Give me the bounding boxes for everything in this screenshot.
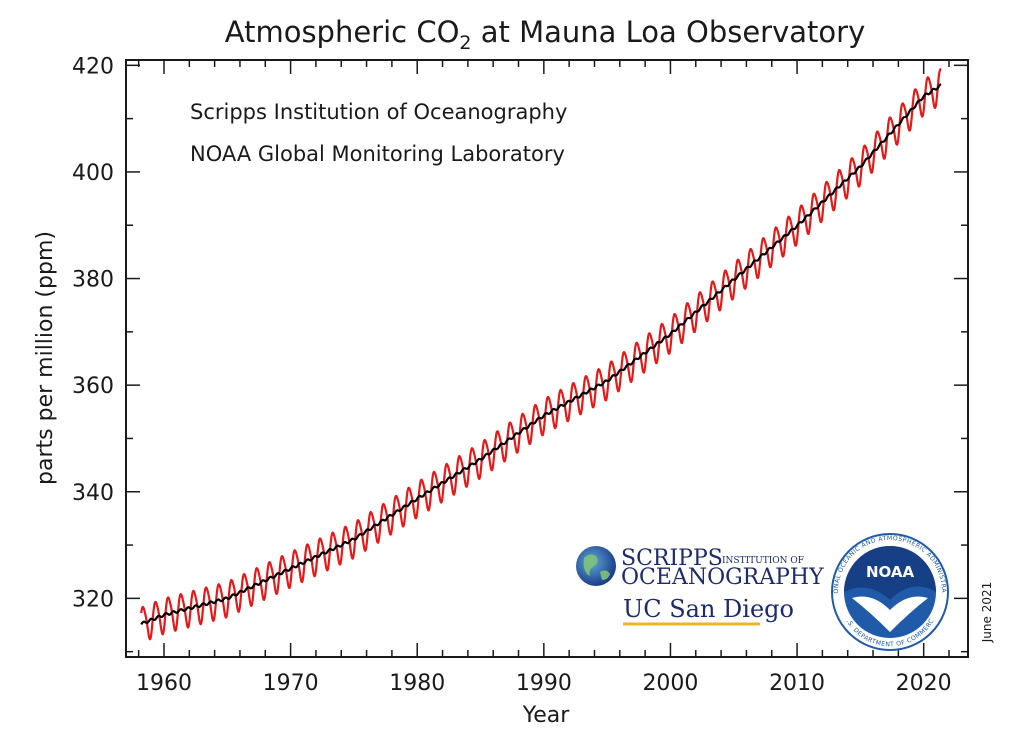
x-tick-label: 2020 (896, 671, 952, 696)
plot-frame (125, 59, 969, 658)
scripps-institution: INSTITUTION OF (722, 556, 804, 566)
scripps-name: SCRIPPS (621, 546, 723, 571)
noaa-seal: NATIONAL OCEANIC AND ATMOSPHERIC ADMINIS… (0, 0, 949, 651)
y-tick-label: 420 (72, 54, 114, 79)
scripps-logo: SCRIPPS INSTITUTION OF OCEANOGRAPHY (576, 546, 824, 590)
date-stamp: June 2021 (980, 582, 994, 644)
x-tick-label: 1980 (389, 671, 445, 696)
noaa-ring-bottom-text: U.S. DEPARTMENT OF COMMERCE (0, 0, 935, 648)
x-tick-label: 1970 (263, 671, 319, 696)
ucsd-logo: UC San Diego (623, 595, 794, 626)
noaa-ring-top-text: NATIONAL OCEANIC AND ATMOSPHERIC ADMINIS… (0, 0, 947, 594)
y-tick-label: 340 (72, 481, 114, 506)
annotation-scripps: Scripps Institution of Oceanography (190, 100, 567, 124)
scripps-oceanography: OCEANOGRAPHY (621, 565, 824, 590)
chart-title: Atmospheric CO2 at Mauna Loa Observatory (225, 15, 866, 54)
y-axis-label: parts per million (ppm) (33, 231, 58, 485)
svg-text:U.S. DEPARTMENT OF COMMERCE: U.S. DEPARTMENT OF COMMERCE (0, 0, 935, 648)
annotation-noaa: NOAA Global Monitoring Laboratory (190, 142, 565, 166)
axis-ticks (126, 60, 968, 657)
globe-icon (576, 546, 616, 586)
ucsd-text: UC San Diego (623, 595, 794, 623)
x-tick-label: 2000 (642, 671, 698, 696)
series-layer (140, 68, 942, 641)
x-tick-label: 1990 (516, 671, 572, 696)
y-tick-label: 360 (72, 374, 114, 399)
x-axis-label: Year (522, 703, 571, 728)
y-tick-label: 400 (72, 161, 114, 186)
y-tick-label: 380 (72, 268, 114, 293)
series-monthly-line (140, 68, 942, 641)
x-tick-label: 1960 (136, 671, 192, 696)
tick-labels: 1960 1970 1980 1990 2000 2010 2020 320 340 360 380… (72, 54, 952, 696)
noaa-gull-icon (852, 596, 928, 632)
x-tick-label: 2010 (769, 671, 825, 696)
series-trend-line (140, 83, 942, 626)
y-tick-label: 320 (72, 587, 114, 612)
noaa-word: NOAA (866, 563, 915, 581)
svg-text:NATIONAL OCEANIC AND ATMOSPHER: NATIONAL OCEANIC AND ATMOSPHERIC ADMINIS… (0, 0, 947, 594)
